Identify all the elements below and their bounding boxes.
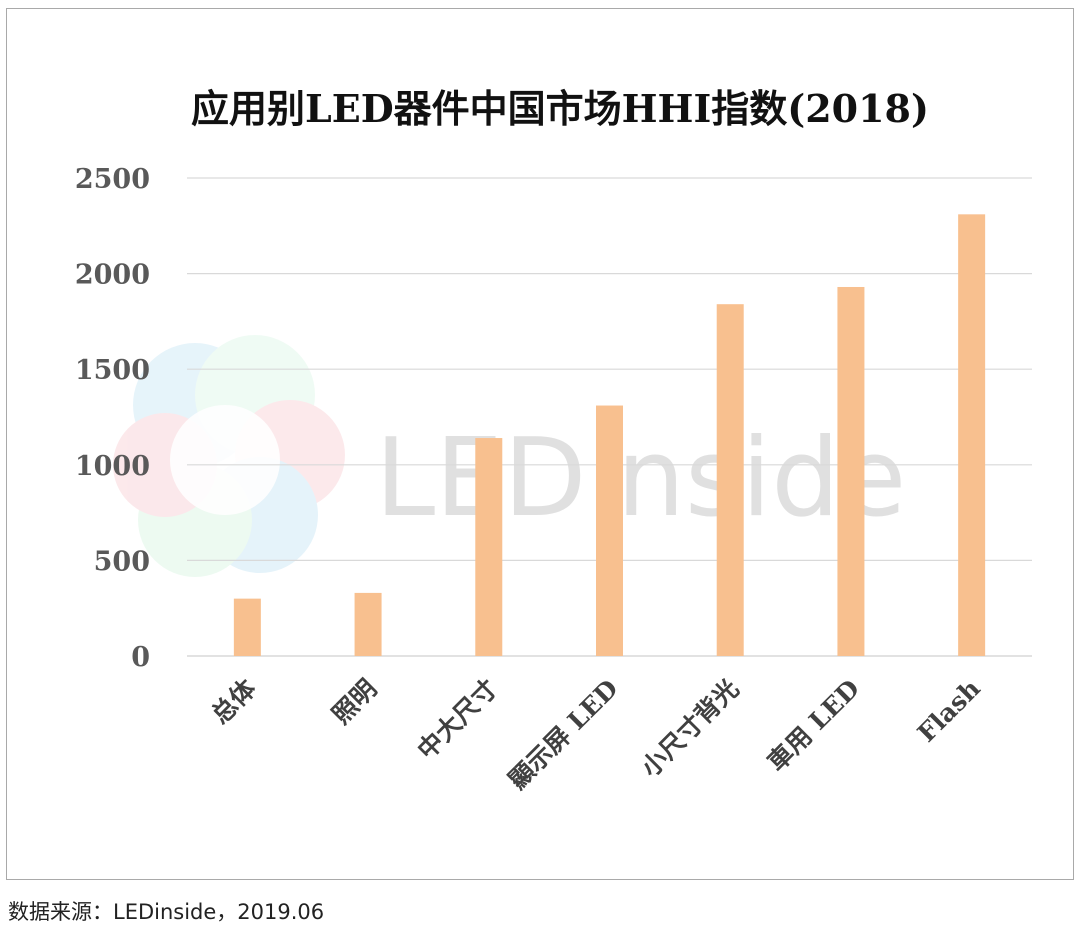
y-axis-tick-labels: 0 500 1000 1500 2000 2500	[75, 164, 150, 673]
x-tick-label-5: 車用 LED	[762, 674, 865, 777]
bar-2	[475, 438, 503, 656]
y-tick-label-2: 1000	[75, 451, 150, 482]
y-tick-label-5: 2500	[75, 164, 150, 195]
x-tick-label-1: 照明	[326, 674, 382, 730]
x-tick-label-4: 小尺寸背光	[636, 674, 745, 783]
bars	[233, 214, 986, 656]
x-axis-tick-labels: 总体 照明 中大尺寸 顯示屏 LED 小尺寸背光 車用 LED Flash	[206, 673, 986, 795]
source-note: 数据来源：LEDinside，2019.06	[8, 900, 325, 924]
bar-chart: LEDinside 应用别LED器件中国市场HHI指数(2018) 0 500 10…	[75, 86, 1032, 795]
x-tick-label-2: 中大尺寸	[412, 674, 503, 765]
x-tick-label-6: Flash	[912, 674, 986, 748]
chart-title: 应用别LED器件中国市场HHI指数(2018)	[191, 86, 929, 131]
bar-0	[233, 598, 261, 656]
chart-frame	[6, 8, 1074, 880]
x-tick-label-0: 总体	[206, 673, 263, 730]
x-tick-label-3: 顯示屏 LED	[503, 674, 624, 795]
watermark-text: LEDinside	[375, 416, 906, 541]
y-tick-label-1: 500	[94, 546, 150, 577]
bar-6	[958, 214, 986, 656]
y-tick-label-0: 0	[131, 642, 150, 673]
bar-4	[716, 304, 744, 656]
y-tick-label-3: 1500	[75, 355, 150, 386]
bar-3	[596, 405, 623, 656]
y-tick-label-4: 2000	[75, 260, 150, 291]
bar-5	[837, 286, 865, 656]
watermark-logo	[113, 335, 345, 577]
bar-1	[354, 592, 382, 656]
